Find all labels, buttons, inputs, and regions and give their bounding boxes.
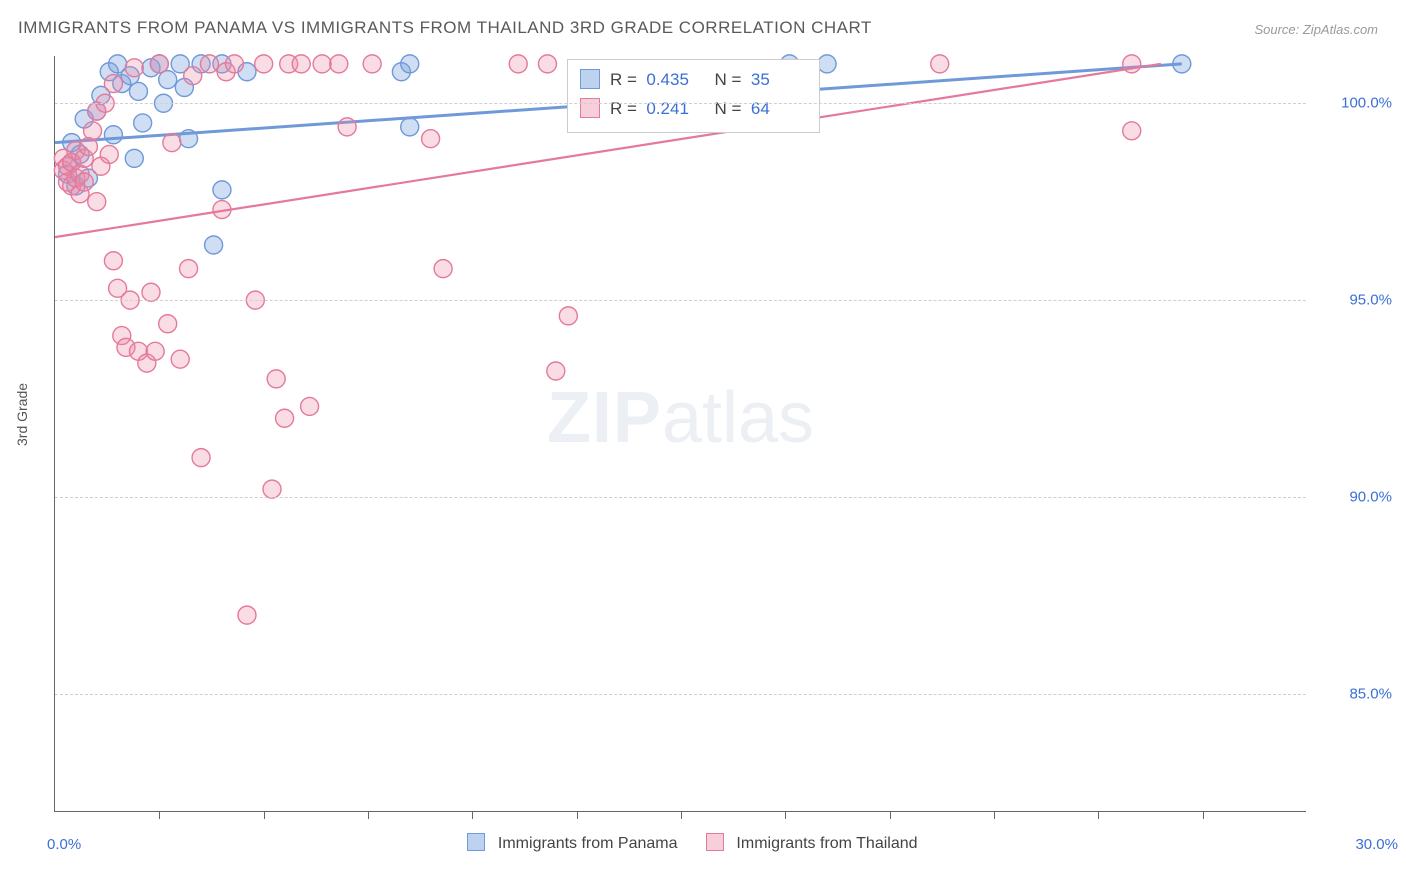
correlation-row: R = 0.241 N = 64 xyxy=(580,95,805,124)
x-tick xyxy=(890,811,891,819)
data-point xyxy=(263,480,281,498)
data-point xyxy=(75,173,93,191)
gridline-h xyxy=(55,694,1306,695)
gridline-h xyxy=(55,497,1306,498)
x-tick xyxy=(368,811,369,819)
data-point xyxy=(931,55,949,73)
data-point xyxy=(1123,122,1141,140)
legend-label-thailand: Immigrants from Thailand xyxy=(736,835,917,852)
data-point xyxy=(146,342,164,360)
data-point xyxy=(142,283,160,301)
x-tick xyxy=(785,811,786,819)
data-point xyxy=(434,260,452,278)
legend-swatch-panama xyxy=(467,833,485,851)
data-point xyxy=(313,55,331,73)
x-tick xyxy=(1203,811,1204,819)
data-point xyxy=(276,409,294,427)
correlation-swatch xyxy=(580,69,600,89)
y-axis-title: 3rd Grade xyxy=(14,383,30,446)
data-point xyxy=(84,122,102,140)
correlation-row: R = 0.435 N = 35 xyxy=(580,66,805,95)
data-point xyxy=(150,55,168,73)
data-point xyxy=(125,149,143,167)
x-axis-end-label: 30.0% xyxy=(1355,836,1398,853)
y-tick-label: 90.0% xyxy=(1349,489,1392,506)
n-value: 64 xyxy=(751,95,805,124)
data-point xyxy=(134,114,152,132)
data-point xyxy=(100,145,118,163)
x-tick xyxy=(472,811,473,819)
data-point xyxy=(422,130,440,148)
data-point xyxy=(104,75,122,93)
y-tick-label: 95.0% xyxy=(1349,292,1392,309)
y-tick-label: 100.0% xyxy=(1341,95,1392,112)
chart-title: IMMIGRANTS FROM PANAMA VS IMMIGRANTS FRO… xyxy=(18,18,872,38)
data-point xyxy=(559,307,577,325)
correlation-swatch xyxy=(580,98,600,118)
data-point xyxy=(192,449,210,467)
data-point xyxy=(267,370,285,388)
source-attribution: Source: ZipAtlas.com xyxy=(1254,22,1378,37)
y-tick-label: 85.0% xyxy=(1349,685,1392,702)
data-point xyxy=(509,55,527,73)
x-tick xyxy=(264,811,265,819)
legend-label-panama: Immigrants from Panama xyxy=(498,835,678,852)
data-point xyxy=(338,118,356,136)
data-point xyxy=(363,55,381,73)
data-point xyxy=(818,55,836,73)
x-tick xyxy=(577,811,578,819)
data-point xyxy=(159,315,177,333)
gridline-h xyxy=(55,300,1306,301)
data-point xyxy=(171,350,189,368)
data-point xyxy=(401,118,419,136)
data-point xyxy=(301,397,319,415)
data-point xyxy=(213,181,231,199)
data-point xyxy=(255,55,273,73)
data-point xyxy=(547,362,565,380)
data-point xyxy=(129,82,147,100)
x-axis-start-label: 0.0% xyxy=(47,836,81,853)
x-tick xyxy=(1098,811,1099,819)
data-point xyxy=(163,134,181,152)
data-point xyxy=(238,606,256,624)
chart-svg xyxy=(55,56,1306,811)
r-value: 0.435 xyxy=(646,66,700,95)
correlation-legend-box: R = 0.435 N = 35R = 0.241 N = 64 xyxy=(567,59,820,133)
data-point xyxy=(292,55,310,73)
data-point xyxy=(205,236,223,254)
data-point xyxy=(104,126,122,144)
data-point xyxy=(184,67,202,85)
gridline-h xyxy=(55,103,1306,104)
data-point xyxy=(225,55,243,73)
x-tick xyxy=(159,811,160,819)
data-point xyxy=(401,55,419,73)
data-point xyxy=(180,260,198,278)
data-point xyxy=(104,252,122,270)
plot-area: ZIPatlas R = 0.435 N = 35R = 0.241 N = 6… xyxy=(54,56,1306,812)
bottom-legend: Immigrants from Panama Immigrants from T… xyxy=(55,833,1306,853)
legend-swatch-thailand xyxy=(706,833,724,851)
x-tick xyxy=(681,811,682,819)
data-point xyxy=(88,193,106,211)
n-value: 35 xyxy=(751,66,805,95)
x-tick xyxy=(994,811,995,819)
data-point xyxy=(330,55,348,73)
r-value: 0.241 xyxy=(646,95,700,124)
data-point xyxy=(538,55,556,73)
data-point xyxy=(200,55,218,73)
data-point xyxy=(125,59,143,77)
